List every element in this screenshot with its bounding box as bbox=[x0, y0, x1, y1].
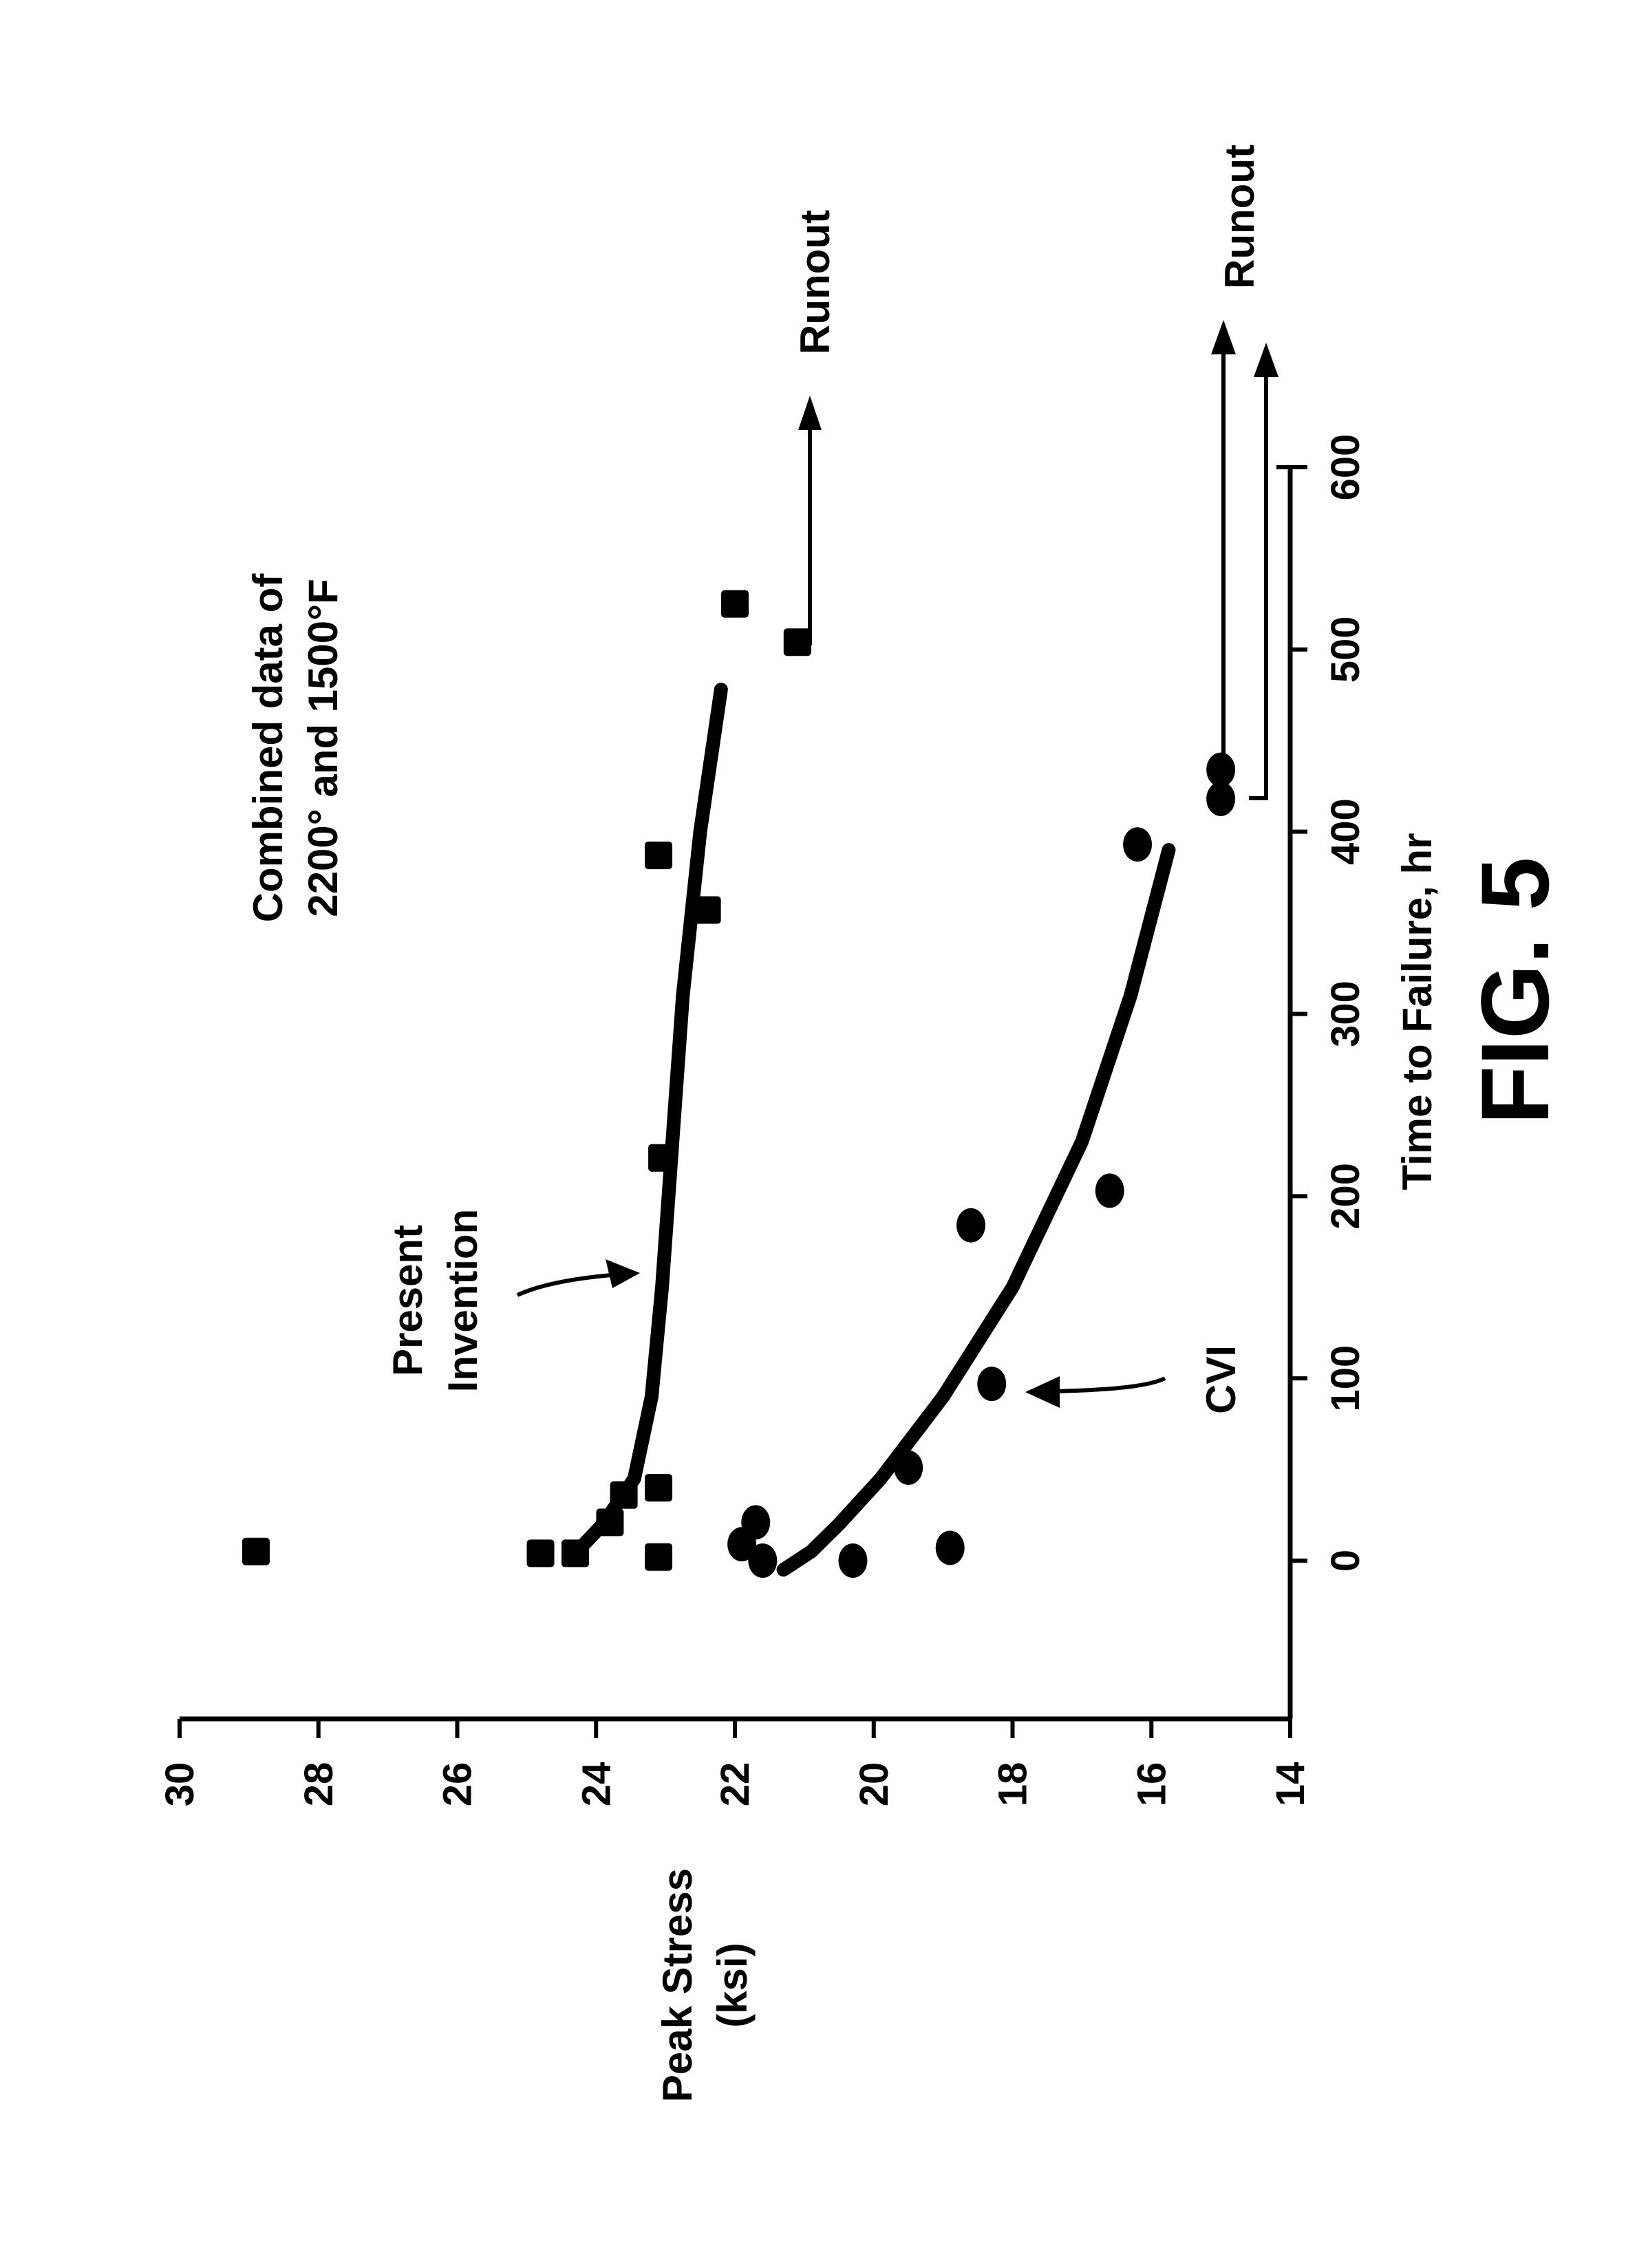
stress-tick-label: 30 bbox=[158, 1762, 202, 1807]
stress-tick-label: 28 bbox=[297, 1762, 341, 1807]
cvi-arrow bbox=[1046, 1378, 1165, 1391]
runout-arrow-present-invention bbox=[809, 413, 810, 643]
trend-line-present-invention bbox=[575, 689, 721, 1553]
time-tick-label: 100 bbox=[1323, 1345, 1368, 1412]
runout-arrowhead-present-invention bbox=[798, 396, 822, 430]
data-point-circle bbox=[1123, 827, 1152, 862]
data-point-square-runout bbox=[784, 628, 811, 656]
present-invention-arrowhead bbox=[606, 1259, 640, 1288]
data-point-square bbox=[596, 1508, 623, 1536]
data-point-circle-runout bbox=[1206, 753, 1235, 787]
data-point-square bbox=[648, 1144, 676, 1172]
data-point-square bbox=[694, 897, 721, 924]
data-point-square bbox=[561, 1539, 589, 1567]
figure-5-chart: 1416182022242628300100200300400500600 Pe… bbox=[0, 0, 1626, 2268]
data-point-square bbox=[645, 842, 672, 869]
runout-arrowhead-cvi-2 bbox=[1254, 343, 1279, 377]
data-point-circle bbox=[741, 1505, 770, 1539]
figure-title: FIG. 5 bbox=[1461, 857, 1569, 1125]
data-point-circle bbox=[748, 1543, 777, 1578]
cvi-arrowhead bbox=[1025, 1376, 1060, 1408]
annotation-title-line1: Combined data of bbox=[245, 573, 291, 923]
data-point-circle bbox=[838, 1543, 867, 1578]
present-invention-label-line1: Present bbox=[385, 1225, 431, 1376]
time-tick-label: 300 bbox=[1323, 981, 1368, 1047]
runout-label-cvi: Runout bbox=[1217, 145, 1263, 289]
x-axis-label: Time to Failure, hr bbox=[1394, 833, 1440, 1190]
cvi-label: CVI bbox=[1198, 1345, 1244, 1414]
runout-arrow-cvi-2 bbox=[1249, 365, 1266, 798]
stress-tick-label: 14 bbox=[1268, 1762, 1313, 1807]
data-point-circle bbox=[956, 1208, 985, 1243]
data-point-square bbox=[645, 1543, 672, 1571]
stress-tick-label: 18 bbox=[991, 1762, 1036, 1807]
stress-tick-label: 20 bbox=[852, 1762, 897, 1807]
y-axis-label-line1: Peak Stress bbox=[654, 1868, 700, 2102]
stress-tick-label: 24 bbox=[574, 1762, 619, 1807]
stress-tick-label: 22 bbox=[713, 1762, 758, 1807]
labels: Peak Stress (ksi) Time to Failure, hr FI… bbox=[245, 145, 1569, 2102]
time-tick-label: 0 bbox=[1323, 1550, 1368, 1572]
runout-label-present-invention: Runout bbox=[792, 210, 838, 354]
stress-tick-label: 16 bbox=[1129, 1762, 1174, 1807]
time-tick-label: 400 bbox=[1323, 798, 1368, 865]
data-marks bbox=[242, 590, 1235, 1578]
data-point-square bbox=[610, 1481, 638, 1509]
data-point-square bbox=[527, 1539, 555, 1567]
data-point-circle bbox=[894, 1451, 923, 1485]
data-point-circle bbox=[977, 1367, 1006, 1401]
y-axis-label-line2: (ksi) bbox=[709, 1943, 756, 2027]
present-invention-arrow bbox=[517, 1274, 619, 1295]
data-point-square bbox=[645, 1474, 672, 1501]
data-point-circle bbox=[1095, 1173, 1124, 1208]
runout-arrowhead-cvi-1 bbox=[1211, 320, 1236, 354]
annotation-title-line2: 2200° and 1500°F bbox=[300, 579, 346, 917]
time-tick-label: 600 bbox=[1323, 434, 1368, 501]
time-tick-label: 200 bbox=[1323, 1163, 1368, 1230]
data-point-circle bbox=[936, 1530, 965, 1565]
present-invention-label-line2: Invention bbox=[440, 1209, 486, 1393]
data-point-square bbox=[242, 1538, 270, 1565]
time-tick-label: 500 bbox=[1323, 616, 1368, 683]
stress-tick-label: 26 bbox=[436, 1762, 480, 1807]
data-point-square bbox=[721, 590, 749, 618]
